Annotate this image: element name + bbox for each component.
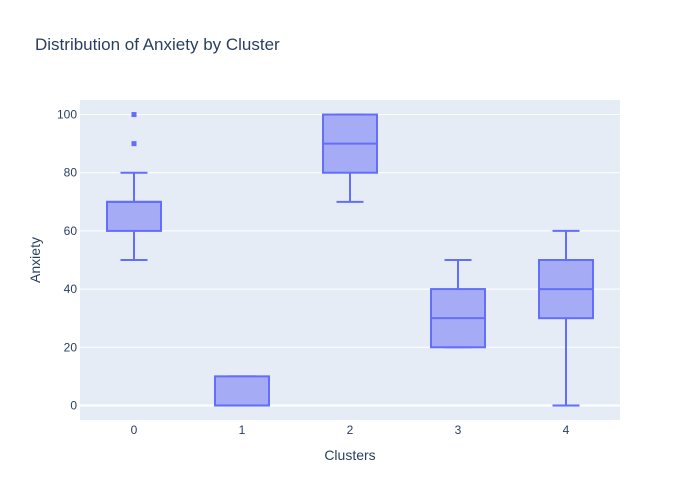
chart-title: Distribution of Anxiety by Cluster <box>35 35 280 54</box>
box-1 <box>214 375 270 407</box>
box-0 <box>106 112 162 261</box>
box-series <box>106 112 594 407</box>
y-axis-ticks: 0 20 40 60 80 100 <box>57 108 77 413</box>
box-2 <box>322 113 378 203</box>
x-tick-label: 4 <box>563 423 570 437</box>
box-3 <box>430 259 486 349</box>
y-tick-label: 60 <box>64 224 78 238</box>
x-tick-label: 0 <box>131 423 138 437</box>
box-4 <box>538 229 594 407</box>
y-tick-label: 20 <box>64 340 78 354</box>
x-tick-label: 3 <box>455 423 462 437</box>
outlier-point <box>131 141 137 147</box>
x-tick-label: 2 <box>347 423 354 437</box>
x-axis-ticks: 0 1 2 3 4 <box>131 423 570 437</box>
y-tick-label: 100 <box>57 108 77 122</box>
y-axis-title: Anxiety <box>27 237 43 283</box>
y-tick-label: 0 <box>70 398 77 412</box>
y-tick-label: 40 <box>64 282 78 296</box>
x-axis-title: Clusters <box>324 447 375 463</box>
iqr-box <box>106 200 162 232</box>
x-tick-label: 1 <box>239 423 246 437</box>
y-tick-label: 80 <box>64 166 78 180</box>
outlier-point <box>131 112 137 118</box>
iqr-box <box>214 375 270 407</box>
